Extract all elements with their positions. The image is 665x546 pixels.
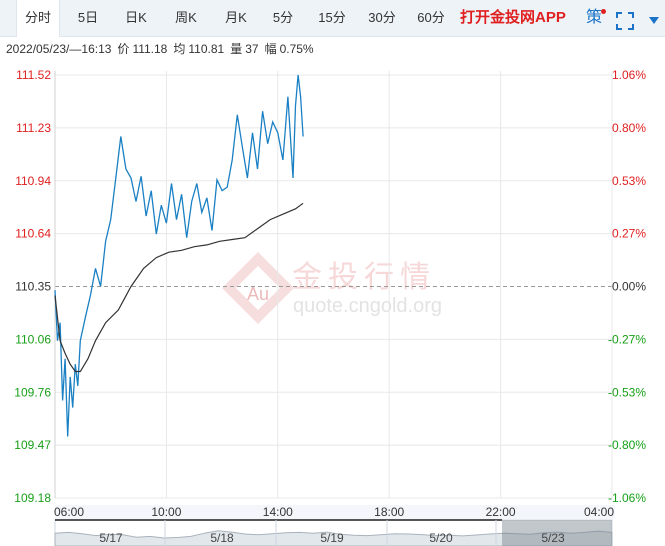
x-tick-label: 18:00 [374, 505, 404, 519]
watermark-title: 金投行情 [292, 260, 436, 295]
info-price: 111.18 [132, 42, 168, 56]
strategy-button[interactable]: 策 [586, 9, 603, 26]
settings-icon[interactable] [646, 8, 662, 28]
info-vol-label: 量 [230, 42, 243, 56]
y-tick-label-left: 109.18 [14, 491, 51, 505]
navigator-day-label: 5/17 [99, 531, 123, 545]
tab-5day[interactable]: 5日 [77, 10, 99, 25]
y-tick-label-left: 110.64 [15, 227, 51, 241]
navigator-day-label: 5/18 [210, 531, 234, 545]
y-tick-label-right: -0.53% [608, 385, 646, 399]
tab-60min[interactable]: 60分 [417, 10, 445, 25]
x-tick-label: 22:00 [486, 505, 516, 519]
navigator-day-label: 5/23 [541, 531, 565, 545]
watermark-logo: Au [222, 252, 294, 324]
open-app-link[interactable]: 打开金投网APP [460, 9, 566, 26]
x-tick-label: 06:00 [54, 505, 84, 519]
tab-monthly-k[interactable]: 月K [225, 10, 247, 25]
tab-intraday[interactable]: 分时 [16, 0, 60, 37]
x-tick-label: 04:00 [584, 505, 614, 519]
y-tick-label-left: 109.47 [14, 438, 51, 452]
y-tick-label-right: 0.53% [612, 174, 646, 188]
y-tick-label-left: 110.94 [15, 174, 51, 188]
tab-15min[interactable]: 15分 [318, 10, 346, 25]
watermark-url: quote.cngold.org [293, 295, 443, 317]
notification-dot [601, 9, 606, 14]
tab-daily-k[interactable]: 日K [125, 10, 147, 25]
x-axis-strip [55, 505, 615, 519]
y-tick-label-left: 111.52 [16, 68, 51, 82]
y-tick-label-right: -0.80% [608, 438, 646, 452]
fullscreen-icon[interactable] [616, 8, 634, 30]
y-tick-label-right: 0.80% [612, 121, 646, 135]
y-tick-label-right: 1.06% [612, 68, 646, 82]
y-tick-label-left: 110.06 [15, 332, 51, 346]
average-line [54, 202, 304, 373]
y-tick-label-right: -0.27% [608, 332, 646, 346]
info-avg: 110.81 [188, 42, 225, 56]
tab-weekly-k[interactable]: 周K [175, 10, 197, 25]
navigator-day-label: 5/20 [429, 531, 453, 545]
navigator-area [54, 530, 613, 546]
y-tick-label-right: 0.27% [612, 227, 646, 241]
x-tick-label: 10:00 [151, 505, 181, 519]
y-tick-label-left: 109.76 [14, 385, 51, 399]
quote-info-bar: 2022/05/23/—16:13 价 111.18 均 110.81 量 37 幅 0.75% [6, 40, 320, 57]
y-tick-label-left: 110.35 [15, 280, 51, 294]
y-tick-label-right: -1.06% [608, 491, 646, 505]
info-price-label: 价 [117, 42, 130, 56]
info-amp-label: 幅 [264, 42, 277, 56]
info-avg-label: 均 [173, 42, 186, 56]
info-datetime: 2022/05/23/—16:13 [6, 42, 112, 56]
y-tick-label-right: 0.00% [612, 280, 646, 294]
y-tick-label-left: 111.23 [16, 121, 51, 135]
price-line [54, 74, 304, 437]
info-amp: 0.75% [279, 42, 314, 56]
navigator-day-label: 5/19 [320, 531, 344, 545]
navigator-scroll-track [55, 519, 502, 521]
tab-30min[interactable]: 30分 [368, 10, 396, 25]
x-tick-label: 14:00 [263, 505, 293, 519]
info-vol: 37 [245, 42, 259, 56]
watermark-logo-text: Au [247, 284, 269, 304]
tab-5min[interactable]: 5分 [272, 10, 294, 25]
period-tab-bar: 分时 5日 日K 周K 月K 5分 15分 30分 60分 打开金投网APP 策 [0, 0, 665, 37]
navigator-selection[interactable] [502, 520, 612, 546]
